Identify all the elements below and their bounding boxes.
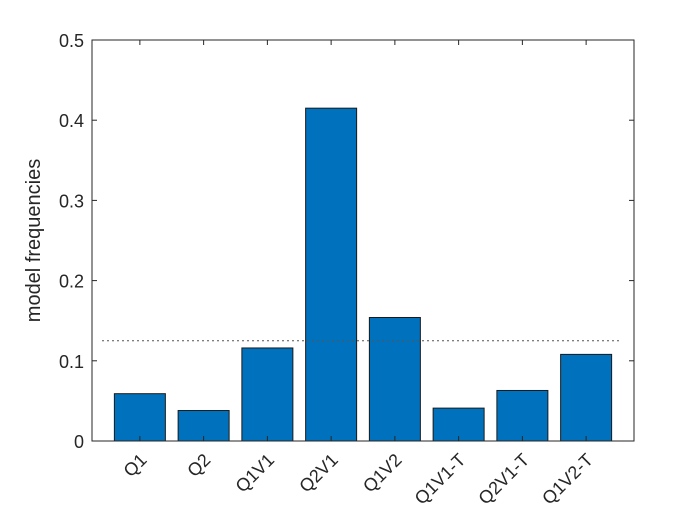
bar-q2v1-t: [496, 389, 549, 442]
y-tick-label-1: 0.1: [59, 352, 84, 372]
bar-q1v1: [241, 347, 294, 442]
bars-group: [113, 107, 613, 442]
y-tick-label-3: 0.3: [59, 191, 84, 211]
y-tick-label-2: 0.2: [59, 272, 84, 292]
y-tick-label-0: 0: [74, 432, 84, 452]
bar-q2: [177, 410, 230, 442]
bar-q1v2-t: [560, 353, 613, 442]
bar-q2v1: [305, 107, 358, 442]
y-tick-label-5: 0.5: [59, 31, 84, 51]
y-ticks-group: 0 0.1 0.2 0.3 0.4 0.5: [59, 31, 634, 452]
axes-box: [91, 39, 635, 442]
bar-q1: [113, 393, 166, 442]
y-axis-label: model frequencies: [23, 159, 45, 322]
y-tick-label-4: 0.4: [59, 111, 84, 131]
bar-q1v2: [368, 316, 421, 442]
